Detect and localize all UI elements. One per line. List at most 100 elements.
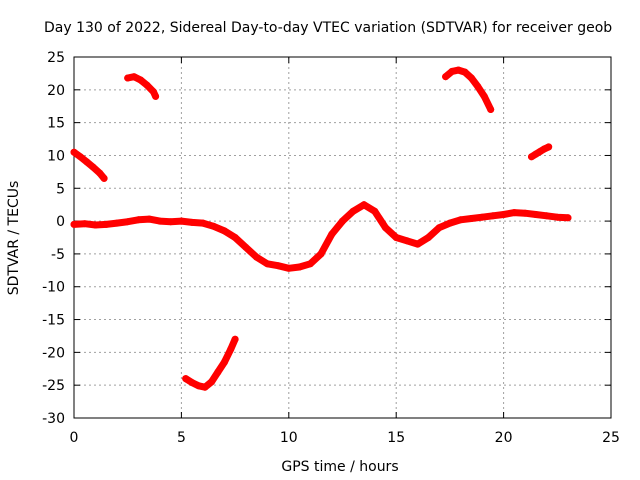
data-point: [210, 222, 218, 230]
data-point: [102, 220, 110, 228]
data-point: [467, 215, 475, 222]
data-point: [143, 81, 151, 89]
x-tick-label: 0: [70, 430, 79, 446]
y-tick-label: -10: [42, 280, 65, 296]
data-point: [70, 220, 78, 228]
data-point: [177, 217, 185, 225]
data-point: [414, 240, 422, 248]
y-axis-title: SDTVAR / TECUs: [6, 181, 22, 296]
series-arc-right: [528, 143, 553, 161]
data-point: [156, 217, 164, 225]
data-point: [220, 358, 228, 366]
data-point: [328, 230, 336, 238]
data-point: [403, 237, 411, 245]
series-arc-top-right: [442, 66, 495, 113]
data-point: [521, 209, 529, 217]
data-point: [306, 260, 314, 268]
data-point: [231, 234, 239, 241]
data-point: [543, 212, 551, 220]
data-point: [89, 163, 97, 171]
data-point: [227, 345, 235, 353]
data-point: [130, 73, 138, 81]
y-tick-label: -30: [42, 411, 65, 427]
data-point: [92, 221, 99, 229]
series-arc-bottom: [182, 335, 239, 391]
data-point: [435, 224, 443, 232]
data-point: [500, 211, 508, 218]
data-point: [532, 211, 540, 218]
chart-title: Day 130 of 2022, Sidereal Day-to-day VTE…: [44, 20, 612, 36]
x-tick-label: 10: [280, 430, 298, 446]
data-point: [188, 218, 196, 226]
series-arc-upper-left: [70, 148, 108, 182]
data-point: [274, 262, 282, 270]
data-point: [457, 216, 465, 224]
data-point: [371, 207, 379, 215]
data-point: [231, 335, 239, 343]
data-point: [199, 219, 207, 227]
data-point: [167, 218, 175, 226]
y-tick-label: 20: [47, 83, 65, 99]
data-point: [242, 243, 250, 251]
y-tick-label: -5: [51, 247, 65, 263]
data-point: [392, 234, 400, 241]
data-point: [124, 218, 132, 226]
data-point: [442, 73, 450, 81]
data-point: [487, 106, 495, 113]
series-main-trace: [70, 201, 572, 272]
data-point: [339, 217, 346, 225]
x-axis-title: GPS time / hours: [281, 459, 398, 475]
x-tick-label: 20: [495, 430, 513, 446]
data-point: [510, 209, 518, 217]
data-point: [263, 260, 271, 268]
data-point: [113, 219, 121, 227]
x-tick-label: 5: [177, 430, 186, 446]
data-point: [253, 253, 261, 261]
data-point: [474, 83, 482, 90]
data-point: [70, 148, 78, 156]
series-line: [442, 66, 495, 113]
axis-ticks: 0 5 10 15 20 25 -30 -25 -20 -15 -10 -5 0 5 10 15 20 25: [42, 50, 620, 446]
data-point: [76, 153, 84, 161]
y-tick-label: 15: [47, 116, 65, 132]
data-point: [489, 212, 497, 220]
data-point: [83, 158, 91, 166]
data-point: [220, 227, 228, 235]
y-tick-label: -15: [42, 313, 65, 329]
data-point: [188, 379, 196, 387]
data-point: [100, 174, 108, 182]
data-point: [349, 207, 357, 215]
data-point: [382, 224, 389, 232]
data-point: [124, 74, 132, 82]
data-point: [81, 220, 89, 228]
data-point: [455, 66, 462, 74]
data-point: [201, 383, 209, 391]
data-point: [424, 234, 432, 241]
data-point: [152, 92, 160, 100]
data-point: [360, 201, 368, 209]
y-tick-label: 25: [47, 50, 65, 66]
data-point: [145, 215, 153, 223]
data-point: [214, 368, 222, 376]
y-tick-label: -25: [42, 378, 65, 394]
data-point: [545, 143, 553, 151]
data-point: [208, 378, 215, 386]
grid: [74, 57, 611, 418]
data-point: [195, 382, 203, 390]
data-point: [448, 67, 456, 75]
data-point: [446, 219, 454, 227]
series-arc-top-left: [124, 73, 160, 100]
x-tick-label: 25: [602, 430, 620, 446]
data-point: [134, 216, 142, 224]
data-point: [564, 214, 572, 222]
data-point: [467, 74, 475, 82]
data-point: [461, 68, 469, 76]
data-point: [317, 250, 325, 258]
data-point: [182, 375, 190, 383]
y-tick-label: 5: [56, 181, 65, 197]
x-tick-label: 15: [387, 430, 405, 446]
data-point: [285, 264, 293, 272]
data-point: [553, 213, 561, 221]
data-point: [478, 213, 486, 221]
